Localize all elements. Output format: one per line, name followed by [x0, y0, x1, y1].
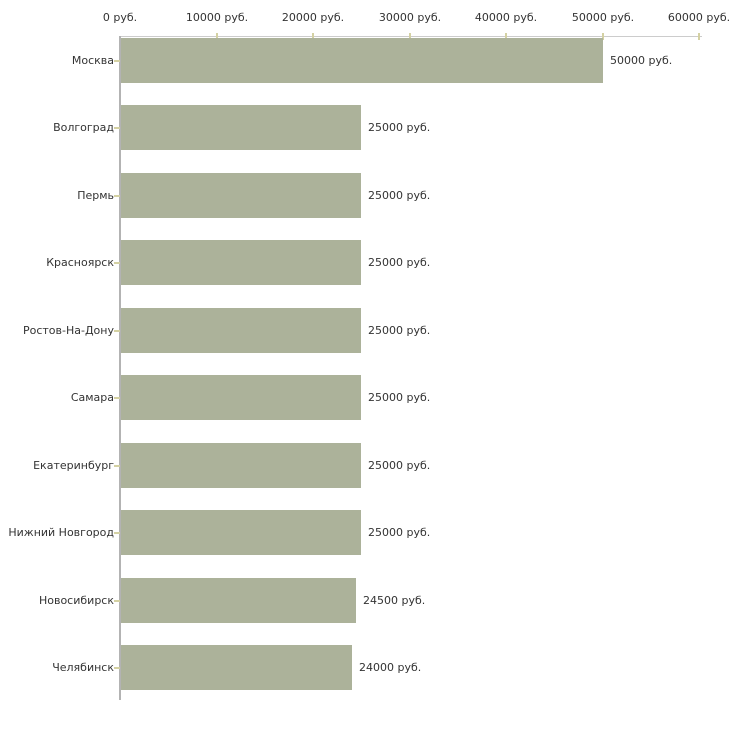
category-label: Екатеринбург [33, 459, 114, 472]
x-axis-line [120, 36, 702, 37]
category-tick [114, 600, 120, 602]
category-tick [114, 532, 120, 534]
value-label: 25000 руб. [368, 189, 431, 202]
x-axis-tick-label: 40000 руб. [474, 11, 538, 24]
category-label: Самара [70, 391, 114, 404]
bar [121, 308, 361, 353]
category-label: Ростов-На-Дону [22, 324, 114, 337]
x-axis-tick-label: 0 руб. [102, 11, 138, 24]
value-label: 50000 руб. [610, 54, 673, 67]
category-label: Новосибирск [38, 594, 114, 607]
x-axis-tick [409, 33, 411, 40]
bar [121, 443, 361, 488]
bar [121, 240, 361, 285]
bar [121, 510, 361, 555]
category-label: Пермь [77, 189, 114, 202]
category-tick [114, 60, 120, 62]
x-axis-tick [698, 33, 700, 40]
x-axis-tick-label: 30000 руб. [378, 11, 442, 24]
bar [121, 105, 361, 150]
x-axis-tick [602, 33, 604, 40]
bar [121, 375, 361, 420]
value-label: 24500 руб. [363, 594, 426, 607]
value-label: 25000 руб. [368, 391, 431, 404]
category-tick [114, 465, 120, 467]
y-axis-line [119, 36, 121, 700]
value-label: 25000 руб. [368, 526, 431, 539]
x-axis-tick [216, 33, 218, 40]
bar [121, 38, 603, 83]
category-label: Нижний Новгород [8, 526, 114, 539]
bar [121, 578, 356, 623]
x-axis-tick-label: 60000 руб. [667, 11, 730, 24]
value-label: 24000 руб. [359, 661, 422, 674]
value-label: 25000 руб. [368, 459, 431, 472]
value-label: 25000 руб. [368, 324, 431, 337]
x-axis-tick [505, 33, 507, 40]
value-label: 25000 руб. [368, 121, 431, 134]
bar [121, 173, 361, 218]
category-tick [114, 195, 120, 197]
category-tick [114, 397, 120, 399]
category-label: Челябинск [52, 661, 114, 674]
category-tick [114, 127, 120, 129]
category-tick [114, 330, 120, 332]
bar [121, 645, 352, 690]
x-axis-tick-label: 10000 руб. [185, 11, 249, 24]
x-axis-tick-label: 20000 руб. [281, 11, 345, 24]
value-label: 25000 руб. [368, 256, 431, 269]
x-axis-tick-label: 50000 руб. [571, 11, 635, 24]
category-label: Красноярск [46, 256, 114, 269]
category-tick [114, 667, 120, 669]
category-label: Москва [71, 54, 114, 67]
x-axis-tick [312, 33, 314, 40]
category-label: Волгоград [53, 121, 114, 134]
category-tick [114, 262, 120, 264]
